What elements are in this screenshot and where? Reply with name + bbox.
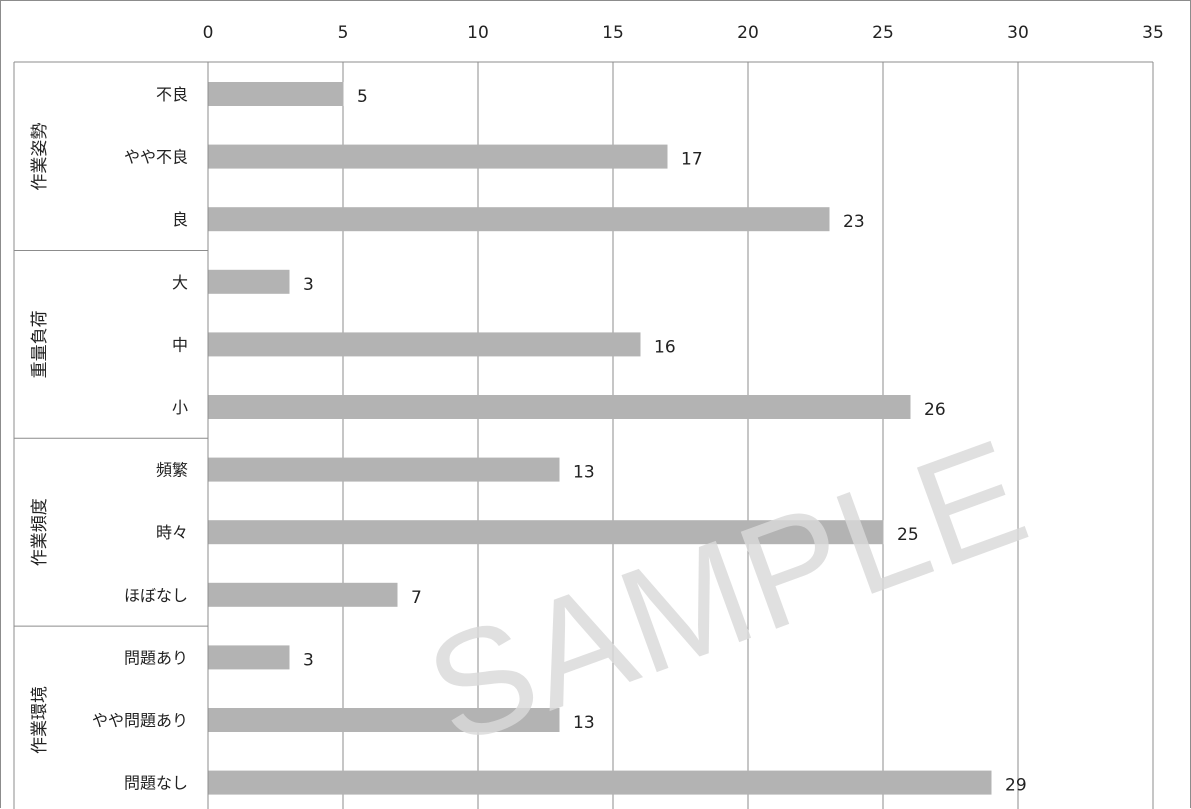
category-label: 問題あり [124, 648, 188, 667]
value-label: 23 [843, 212, 865, 232]
group-label: 作業頻度 [30, 498, 50, 566]
bars [208, 82, 992, 795]
x-tick-label: 15 [602, 23, 624, 43]
category-label: 中 [172, 335, 188, 354]
x-tick-label: 10 [467, 23, 489, 43]
group-label: 重量負荷 [30, 310, 50, 378]
category-label: ほぼなし [124, 586, 188, 605]
bar [208, 457, 560, 482]
category-label: 不良 [156, 85, 188, 104]
value-label: 17 [681, 150, 703, 170]
bar [208, 582, 398, 607]
value-label: 25 [897, 525, 919, 545]
value-label: 16 [654, 337, 676, 357]
bar [208, 708, 560, 732]
bar [208, 269, 290, 294]
x-tick-label: 30 [1007, 23, 1029, 43]
group-label: 作業姿勢 [30, 123, 50, 191]
bar [208, 520, 884, 545]
x-tick-label: 5 [338, 23, 349, 43]
category-label: 問題なし [124, 774, 188, 793]
bar [208, 770, 992, 795]
category-label: やや不良 [124, 148, 188, 167]
value-label: 3 [303, 650, 314, 670]
bar [208, 332, 641, 357]
value-label: 13 [573, 463, 595, 483]
x-tick-label: 0 [203, 23, 214, 43]
category-label: 小 [172, 398, 188, 417]
group-label: 作業環境 [30, 686, 50, 754]
value-label: 5 [357, 87, 368, 107]
category-label: 良 [172, 210, 188, 229]
bar [208, 207, 830, 232]
category-label: 時々 [156, 523, 188, 542]
x-tick-label: 35 [1142, 23, 1164, 43]
category-label: 大 [172, 273, 188, 292]
category-label: 頻繁 [156, 461, 188, 480]
bar [208, 82, 344, 106]
x-tick-label: 20 [737, 23, 759, 43]
value-label: 29 [1005, 776, 1027, 796]
category-label: やや問題あり [92, 711, 188, 730]
bar [208, 395, 911, 419]
value-labels: 5 17 23 3 16 26 13 25 7 3 13 29 [303, 87, 1027, 796]
value-label: 13 [573, 713, 595, 733]
x-axis-tick-labels: 0 5 10 15 20 25 30 35 [203, 23, 1164, 43]
bar [208, 645, 290, 670]
x-tick-label: 25 [872, 23, 894, 43]
value-label: 3 [303, 275, 314, 295]
gridlines [13, 61, 1154, 809]
value-label: 7 [411, 588, 422, 608]
value-label: 26 [924, 400, 946, 420]
bar [208, 144, 668, 169]
